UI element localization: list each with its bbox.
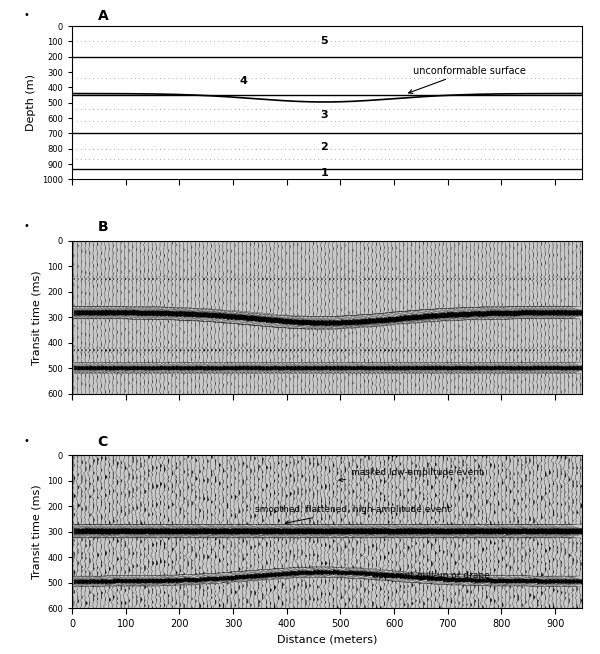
Text: B: B [97,220,108,235]
Text: •: • [23,10,29,20]
Text: •: • [23,436,29,446]
Text: 2: 2 [320,142,328,152]
Y-axis label: Transit time (ms): Transit time (ms) [32,270,41,364]
Text: C: C [97,435,108,449]
X-axis label: Distance (meters): Distance (meters) [277,634,377,644]
Text: masked low-amplitude event: masked low-amplitude event [339,468,483,481]
Text: 3: 3 [320,110,328,120]
Text: •: • [23,222,29,232]
Text: 4: 4 [240,77,248,86]
Text: 1: 1 [320,168,328,178]
Text: unconformable surface: unconformable surface [409,65,526,94]
Text: 5: 5 [320,37,328,46]
Text: A: A [97,9,108,23]
Text: apparent pull-up or drape: apparent pull-up or drape [373,570,490,579]
Y-axis label: Depth (m): Depth (m) [26,75,37,131]
Text: smoothed, flattened, high-amplitude event: smoothed, flattened, high-amplitude even… [254,506,450,525]
Y-axis label: Transit time (ms): Transit time (ms) [32,485,41,579]
